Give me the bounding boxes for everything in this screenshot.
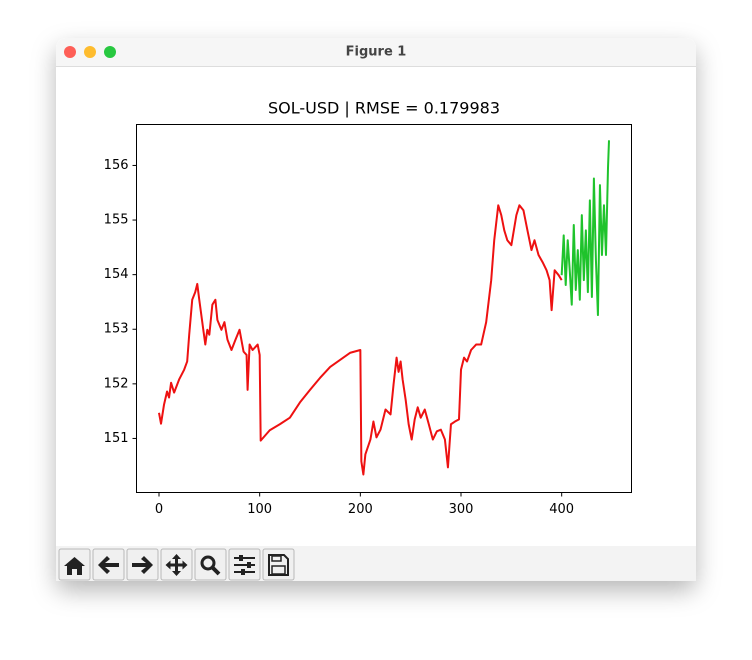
configure-button[interactable]	[228, 548, 261, 581]
y-tick-label: 155	[104, 213, 129, 228]
home-button[interactable]	[58, 548, 91, 581]
x-tick-label: 100	[247, 502, 272, 517]
series-line	[560, 140, 610, 317]
forward-button[interactable]	[126, 548, 159, 581]
x-tick-label: 400	[549, 502, 574, 517]
x-tick-label: 300	[449, 502, 474, 517]
window-title: Figure 1	[346, 45, 407, 60]
y-tick-label: 154	[104, 267, 129, 282]
series-line	[158, 204, 563, 476]
y-tick-label: 151	[104, 431, 129, 446]
save-button[interactable]	[262, 548, 295, 581]
y-tick-label: 152	[104, 376, 129, 391]
chart-title: SOL-USD | RMSE = 0.179983	[268, 99, 500, 118]
close-button[interactable]	[64, 46, 76, 58]
x-tick-label: 200	[348, 502, 373, 517]
y-tick-label: 156	[104, 158, 129, 173]
zoom-button[interactable]	[104, 46, 116, 58]
back-button[interactable]	[92, 548, 125, 581]
y-tick-label: 153	[104, 322, 129, 337]
plot-frame	[136, 124, 632, 493]
minimize-button[interactable]	[84, 46, 96, 58]
plot-area: 0 100 200 300 400 151 152 153 154 155 156	[104, 140, 610, 517]
zoom-rect-button[interactable]	[194, 548, 227, 581]
pan-button[interactable]	[160, 548, 193, 581]
x-tick-label: 0	[155, 502, 163, 517]
title-bar	[56, 38, 696, 66]
